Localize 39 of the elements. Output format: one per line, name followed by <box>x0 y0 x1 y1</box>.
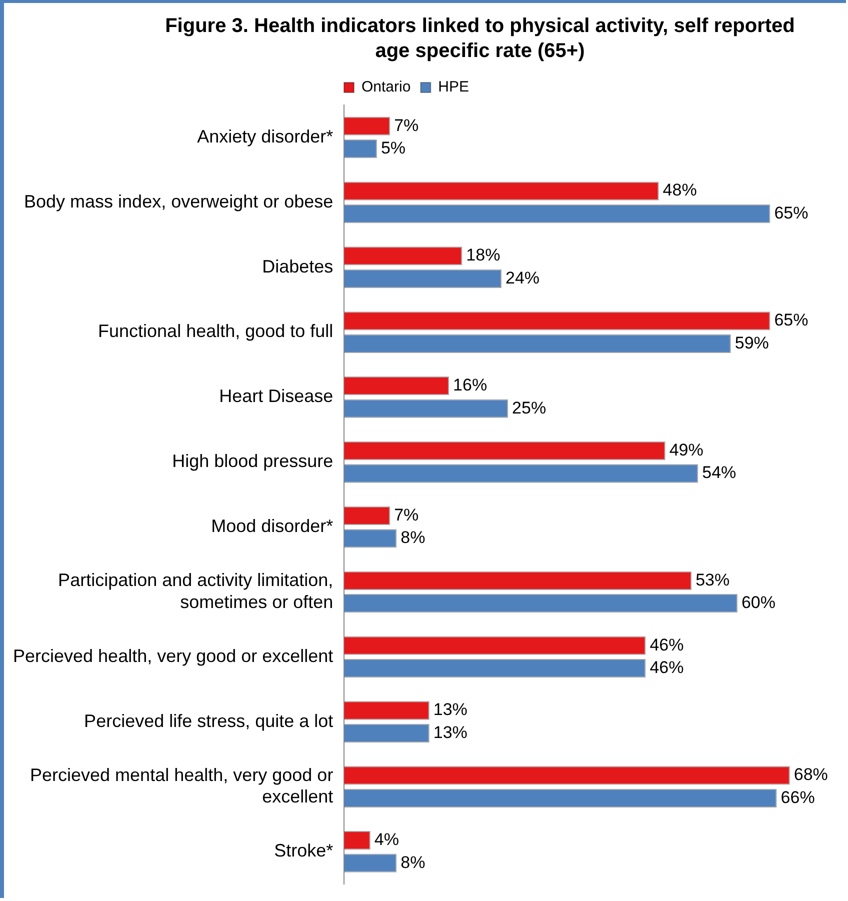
data-label: 8% <box>400 528 426 548</box>
data-label: 4% <box>374 830 399 850</box>
legend-label: HPE <box>438 78 470 96</box>
data-label: 13% <box>433 700 468 720</box>
y-tick-label: Heart Disease <box>219 386 334 406</box>
y-tick-label: Percieved life stress, quite a lot <box>84 710 334 731</box>
data-label: 60% <box>741 593 776 612</box>
y-tick-label: Functional health, good to full <box>98 321 334 342</box>
y-tick-label: Percieved mental health, very good or excellent <box>30 764 334 807</box>
data-label: 46% <box>650 658 684 677</box>
data-label: 49% <box>669 440 704 460</box>
y-tick-label: Percieved health, very good or excellent <box>13 646 334 666</box>
data-label: 13% <box>433 722 468 742</box>
data-label: 24% <box>505 268 540 288</box>
y-tick-label: Stroke* <box>274 840 334 861</box>
y-tick-label: Participation and activity limitation, sometimes or often <box>58 570 334 612</box>
chart-title: Figure 3. Health indicators linked to physical activity, self reported age specific rate (65+) <box>164 14 796 64</box>
data-label: 46% <box>650 635 684 654</box>
data-label: 54% <box>702 463 736 482</box>
data-label: 7% <box>394 505 419 524</box>
data-label: 53% <box>696 570 730 590</box>
data-label: 25% <box>512 398 546 418</box>
data-label: 65% <box>774 310 808 330</box>
y-tick-label: Diabetes <box>262 256 334 276</box>
data-label: 7% <box>394 116 419 135</box>
data-label: 18% <box>466 246 500 265</box>
y-tick-label: High blood pressure <box>172 451 334 472</box>
data-label: 65% <box>774 203 808 222</box>
data-label: 59% <box>734 333 769 352</box>
data-label: 66% <box>780 788 815 807</box>
data-label: 48% <box>662 180 697 200</box>
legend-label: Ontario <box>361 78 411 96</box>
data-label: 5% <box>380 138 406 158</box>
data-label: 16% <box>453 376 488 395</box>
y-tick-label: Mood disorder* <box>211 516 334 536</box>
data-label: 68% <box>794 765 828 784</box>
y-tick-label: Body mass index, overweight or obese <box>24 191 334 212</box>
data-label: 8% <box>400 852 426 872</box>
y-tick-label: Anxiety disorder* <box>197 126 334 146</box>
